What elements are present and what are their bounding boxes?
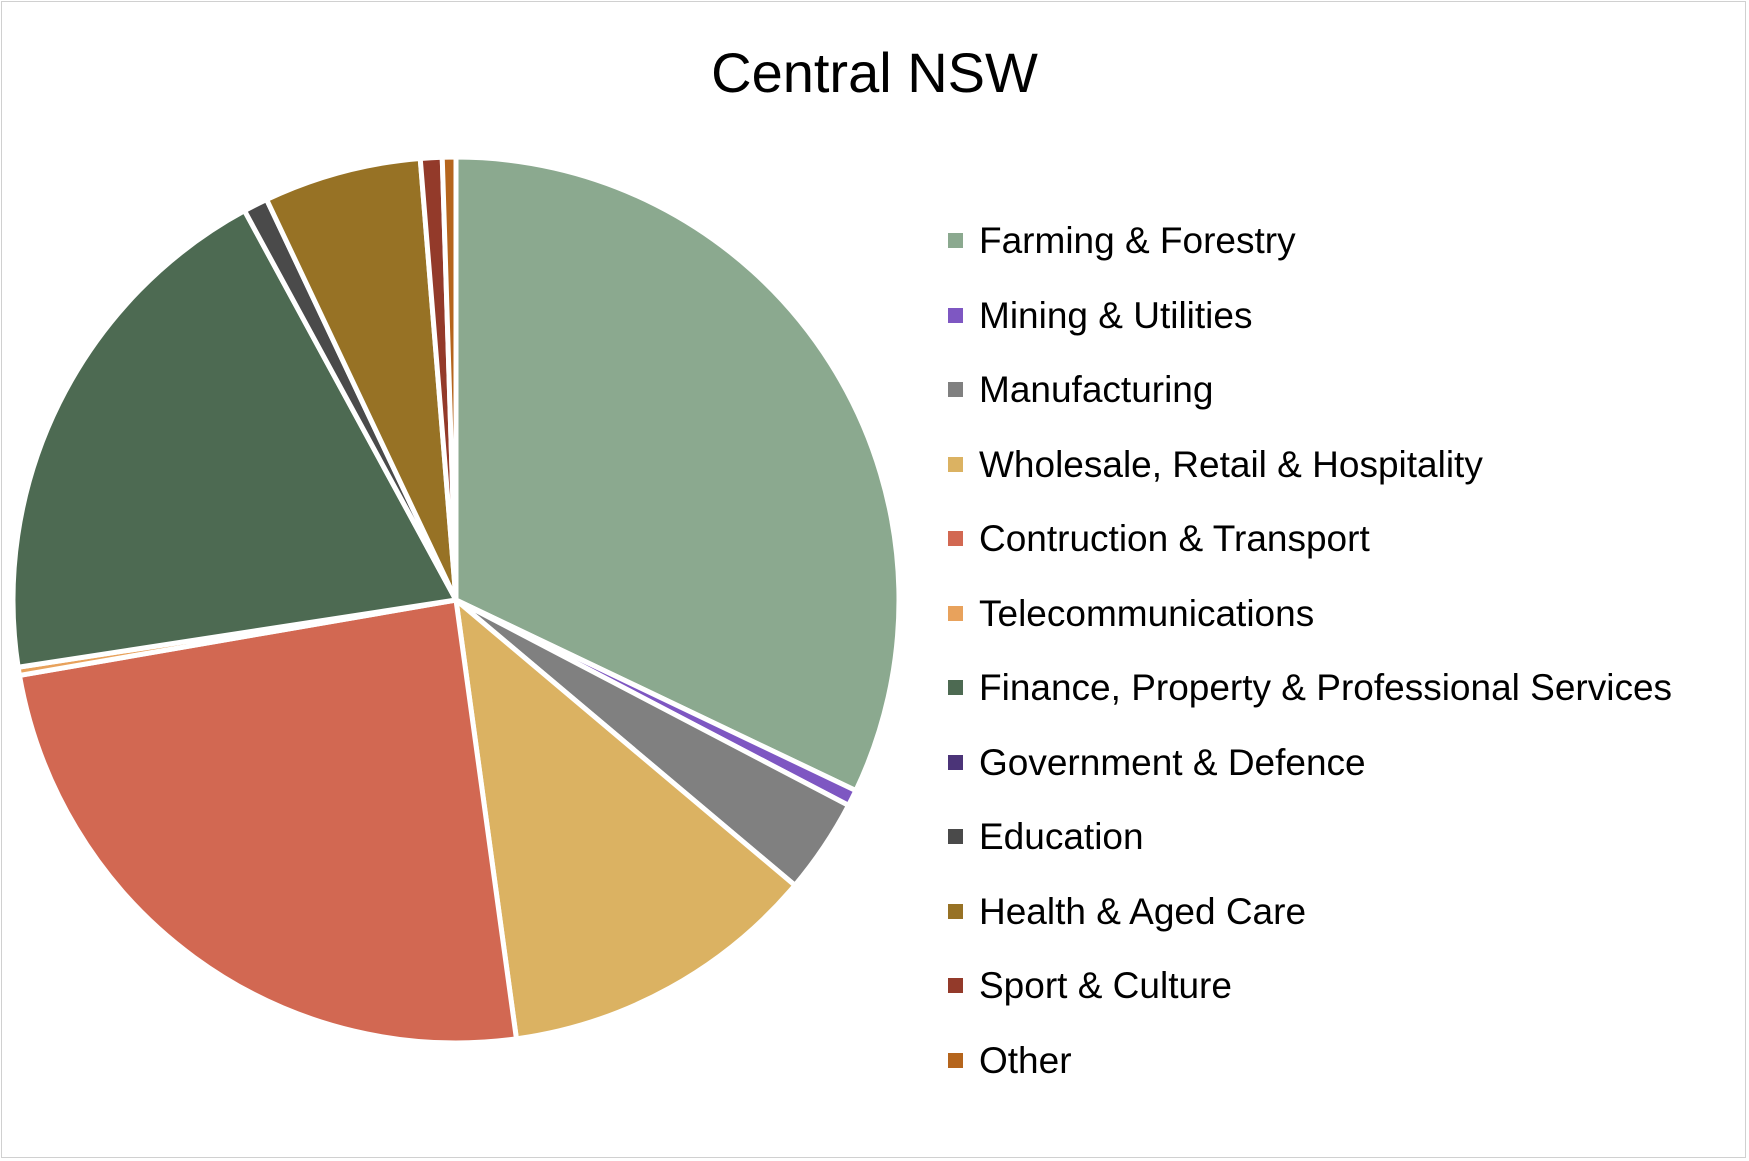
pie-slice-9 (264, 155, 459, 603)
legend-swatch (948, 754, 963, 770)
legend-label: Telecommunications (979, 592, 1315, 634)
legend-swatch (948, 456, 963, 472)
legend-label: Education (979, 816, 1144, 857)
legend-swatch (948, 680, 963, 695)
legend-swatch (948, 829, 963, 844)
chart-title: Central NSW (711, 41, 1038, 104)
legend-swatch (948, 307, 963, 323)
legend-label: Mining & Utilities (979, 294, 1253, 336)
legend-label: Farming & Forestry (979, 220, 1296, 261)
legend-label: Sport & Culture (979, 965, 1232, 1006)
legend-label: Contruction & Transport (979, 518, 1370, 559)
pie-slice-0 (453, 154, 902, 794)
legend-label: Finance, Property & Professional Service… (979, 667, 1673, 708)
legend-label: Wholesale, Retail & Hospitality (979, 443, 1483, 485)
legend-label: Government & Defence (979, 741, 1366, 783)
pie-slice-6 (10, 208, 459, 670)
legend-swatch (948, 903, 963, 919)
pie-slice-11 (439, 154, 459, 603)
legend-swatch (948, 233, 963, 248)
pie-slice-4 (16, 597, 519, 1046)
legend-swatch (948, 978, 963, 993)
legend-swatch (948, 1052, 963, 1068)
legend-label: Other (979, 1039, 1072, 1081)
legend-label: Health & Aged Care (979, 890, 1307, 932)
legend-swatch (948, 531, 963, 546)
legend-swatch (948, 605, 963, 621)
legend-label: Manufacturing (979, 369, 1214, 410)
pie-slice-3 (453, 597, 798, 1042)
legend-swatch (948, 382, 963, 397)
